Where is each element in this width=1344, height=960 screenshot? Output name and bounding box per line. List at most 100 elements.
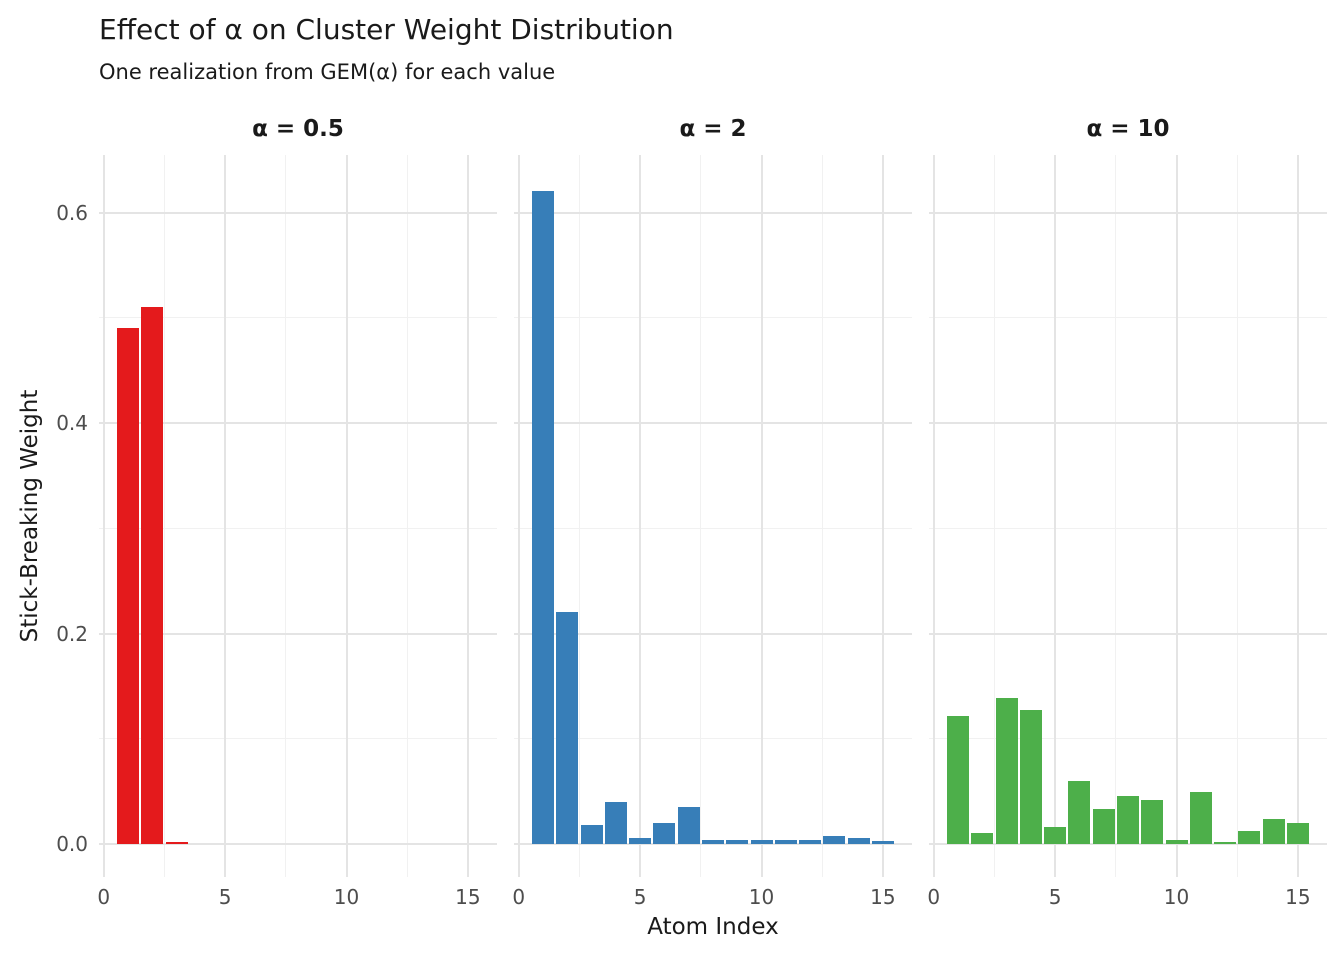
bar — [946, 715, 969, 844]
x-minor-gridline — [700, 155, 702, 877]
y-tick-label: 0.6 — [56, 200, 88, 225]
x-minor-gridline — [993, 155, 996, 877]
bar — [799, 840, 822, 844]
x-tick-label: 5 — [633, 885, 647, 909]
x-minor-gridline — [821, 155, 823, 877]
bar — [653, 822, 676, 844]
bar — [1165, 839, 1188, 844]
x-major-gridline — [881, 155, 884, 877]
x-tick-label: 10 — [748, 885, 775, 909]
y-minor-gridline — [929, 738, 1327, 740]
x-tick-label: 15 — [455, 885, 481, 909]
chart-subtitle: One realization from GEM(α) for each val… — [99, 60, 556, 84]
bar — [531, 191, 554, 844]
panel-alpha-10 — [929, 155, 1327, 877]
chart-title: Effect of α on Cluster Weight Distributi… — [99, 13, 674, 46]
x-tick-label: 10 — [333, 885, 360, 909]
y-minor-gridline — [514, 527, 912, 529]
x-tick-label: 5 — [218, 885, 232, 909]
bar — [1189, 792, 1212, 844]
y-tick-label: 0.2 — [56, 621, 88, 646]
y-major-gridline — [99, 422, 497, 424]
bar — [823, 835, 846, 844]
x-minor-gridline — [1115, 155, 1117, 877]
bar — [580, 825, 603, 844]
bar — [971, 833, 994, 844]
x-major-gridline — [517, 155, 520, 877]
x-tick-label: 10 — [1163, 885, 1190, 909]
x-major-gridline — [466, 155, 469, 877]
y-tick-label: 0.0 — [56, 832, 88, 856]
y-minor-gridline — [99, 317, 497, 319]
bar — [1019, 710, 1042, 844]
x-major-gridline — [345, 155, 348, 877]
panel-alpha-0.5 — [99, 155, 497, 877]
y-major-gridline — [99, 211, 497, 214]
bar — [995, 697, 1018, 844]
y-minor-gridline — [514, 738, 912, 740]
facet-title-alpha-0.5: α = 0.5 — [252, 116, 344, 142]
x-tick-label: 5 — [1048, 885, 1062, 909]
bar — [750, 840, 773, 844]
bar — [116, 328, 139, 844]
bar — [1116, 795, 1139, 844]
x-major-gridline — [1054, 155, 1057, 877]
x-major-gridline — [639, 155, 642, 877]
x-major-gridline — [102, 155, 105, 877]
y-major-gridline — [514, 843, 912, 845]
y-major-gridline — [514, 632, 912, 635]
y-minor-gridline — [929, 317, 1327, 319]
y-major-gridline — [514, 211, 912, 214]
x-major-gridline — [1175, 155, 1178, 877]
bar — [1141, 799, 1164, 844]
y-major-gridline — [929, 211, 1327, 214]
panel-alpha-2 — [514, 155, 912, 877]
x-major-gridline — [760, 155, 763, 877]
bar — [629, 837, 652, 844]
bar — [604, 801, 627, 844]
x-tick-label: 15 — [870, 885, 896, 909]
x-minor-gridline — [1236, 155, 1238, 877]
bar — [677, 807, 700, 844]
bar — [701, 839, 724, 844]
x-minor-gridline — [578, 155, 581, 877]
bar — [556, 612, 579, 844]
x-major-gridline — [1296, 155, 1299, 877]
y-axis-title: Stick-Breaking Weight — [17, 389, 43, 643]
x-axis-title: Atom Index — [647, 914, 779, 940]
x-tick-label: 15 — [1285, 885, 1311, 909]
bar — [165, 841, 188, 844]
facet-title-alpha-10: α = 10 — [1086, 116, 1170, 142]
x-tick-label: 0 — [97, 885, 111, 909]
x-minor-gridline — [285, 155, 287, 877]
y-major-gridline — [99, 632, 497, 635]
bar — [1214, 841, 1237, 844]
x-minor-gridline — [406, 155, 408, 877]
y-tick-label: 0.4 — [56, 411, 88, 435]
y-major-gridline — [929, 422, 1327, 424]
bar — [871, 840, 894, 844]
y-minor-gridline — [99, 527, 497, 529]
bar — [1068, 780, 1091, 844]
bar — [1044, 827, 1067, 844]
x-tick-label: 0 — [512, 885, 526, 909]
x-major-gridline — [932, 155, 935, 877]
x-tick-label: 0 — [927, 885, 941, 909]
y-minor-gridline — [929, 527, 1327, 529]
bar — [1092, 809, 1115, 844]
facet-title-alpha-2: α = 2 — [679, 116, 747, 142]
y-minor-gridline — [514, 317, 912, 319]
x-major-gridline — [224, 155, 227, 877]
bar — [774, 839, 797, 844]
bar — [1238, 831, 1261, 844]
bar — [1262, 818, 1285, 844]
y-major-gridline — [99, 843, 497, 845]
y-major-gridline — [514, 422, 912, 424]
y-major-gridline — [929, 632, 1327, 635]
bar — [141, 307, 164, 844]
y-minor-gridline — [99, 738, 497, 740]
bar — [1286, 822, 1309, 844]
bar — [726, 839, 749, 844]
x-minor-gridline — [163, 155, 166, 877]
